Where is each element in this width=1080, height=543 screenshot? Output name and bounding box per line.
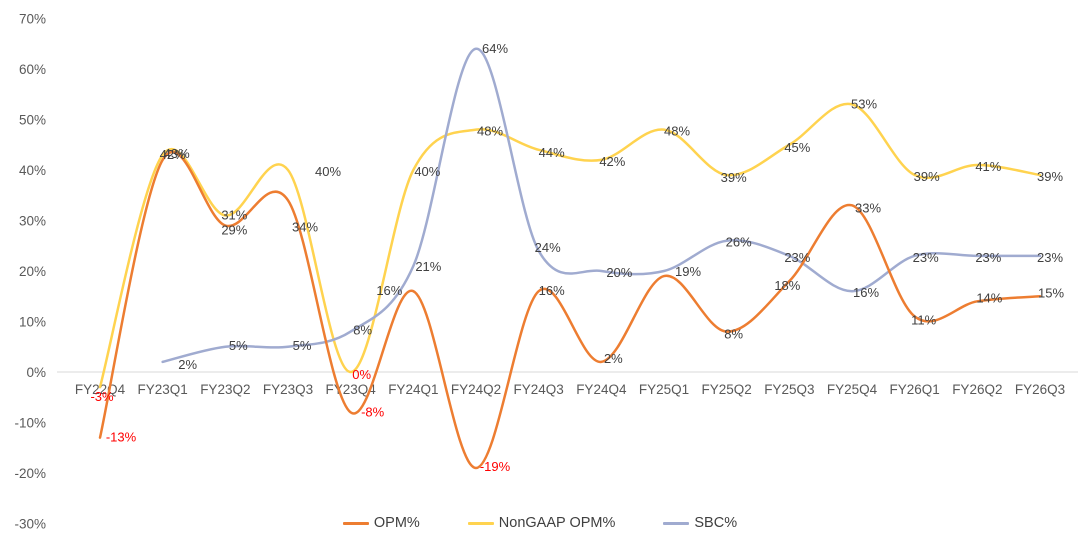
data-label: 20%	[606, 265, 632, 280]
data-label: 45%	[784, 140, 810, 155]
data-label: 2%	[604, 351, 623, 366]
data-label: 18%	[774, 278, 800, 293]
x-axis-tick-label: FY25Q2	[702, 382, 752, 397]
legend-item-sbc: SBC%	[663, 515, 737, 531]
y-axis-tick-label: 20%	[19, 264, 46, 279]
data-label: 42%	[599, 154, 625, 169]
x-axis-tick-label: FY24Q1	[388, 382, 438, 397]
data-label: 43%	[164, 146, 190, 161]
x-axis-tick-label: FY22Q4	[75, 382, 126, 397]
data-label: 0%	[352, 367, 371, 382]
data-label: 53%	[851, 96, 877, 111]
data-label: 8%	[353, 323, 372, 338]
legend-label: NonGAAP OPM%	[498, 515, 616, 531]
x-axis-tick-label: FY23Q2	[200, 382, 250, 397]
y-axis-tick-label: 40%	[19, 163, 46, 178]
y-axis-tick-label: 50%	[19, 113, 46, 128]
x-axis-tick-label: FY26Q1	[890, 382, 940, 397]
data-label: 8%	[724, 327, 743, 342]
data-label: 33%	[855, 200, 881, 215]
x-axis-tick-label: FY26Q2	[952, 382, 1002, 397]
data-label: 64%	[482, 41, 508, 56]
data-label: 23%	[913, 250, 939, 265]
chart-legend: OPM% NonGAAP OPM% SBC%	[0, 515, 1080, 531]
series-line-sbc	[161, 47, 1042, 364]
data-label: 39%	[721, 170, 747, 185]
data-label: 39%	[1037, 169, 1063, 184]
data-label: 39%	[914, 169, 940, 184]
data-label: 23%	[975, 250, 1001, 265]
x-axis-tick-label: FY25Q1	[639, 382, 689, 397]
data-label: 19%	[675, 264, 701, 279]
x-axis-tick-label: FY25Q4	[827, 382, 878, 397]
data-label: 2%	[178, 357, 197, 372]
y-axis-tick-label: -30%	[14, 517, 46, 532]
data-label: 24%	[535, 240, 561, 255]
legend-item-nongaap-opm: NonGAAP OPM%	[467, 515, 616, 531]
y-axis-tick-label: -10%	[14, 416, 46, 431]
data-label: 26%	[726, 235, 752, 250]
y-axis-tick-label: 10%	[19, 315, 46, 330]
legend-line-swatch	[663, 521, 690, 525]
data-label: 48%	[477, 124, 503, 139]
y-axis-tick-label: 60%	[19, 62, 46, 77]
y-axis-tick-label: 70%	[19, 12, 46, 27]
data-label: 15%	[1038, 285, 1064, 300]
data-label: 11%	[911, 312, 936, 327]
data-label: 21%	[415, 259, 441, 274]
data-label: 5%	[293, 338, 312, 353]
data-label: -13%	[106, 430, 137, 445]
data-label: 48%	[664, 124, 690, 139]
data-label: -3%	[90, 389, 114, 404]
x-axis-tick-label: FY26Q3	[1015, 382, 1065, 397]
x-axis-tick-label: FY24Q4	[576, 382, 627, 397]
series-line-opm	[98, 150, 1042, 470]
legend-item-opm: OPM%	[342, 515, 420, 531]
data-label: 23%	[784, 250, 810, 265]
legend-line-swatch	[342, 521, 369, 525]
data-label: -19%	[480, 459, 511, 474]
series-line-nongaap-opm	[98, 102, 1042, 389]
x-axis-tick-label: FY24Q2	[451, 382, 501, 397]
y-axis-tick-label: 30%	[19, 214, 46, 229]
x-axis-tick-label: FY23Q3	[263, 382, 313, 397]
data-label: 16%	[853, 285, 879, 300]
data-label: 34%	[292, 219, 318, 234]
data-label: 44%	[539, 145, 565, 160]
legend-line-swatch	[467, 521, 494, 525]
y-axis-tick-label: -20%	[14, 466, 46, 481]
data-label: 14%	[976, 290, 1002, 305]
data-label: 23%	[1037, 250, 1063, 265]
x-axis-tick-label: FY25Q3	[764, 382, 814, 397]
data-label: 5%	[229, 338, 248, 353]
data-label: 42%	[160, 147, 186, 162]
legend-label: OPM%	[373, 515, 420, 531]
y-axis-tick-label: 0%	[26, 365, 46, 380]
x-axis-tick-label: FY23Q1	[138, 382, 188, 397]
data-label: 16%	[376, 283, 402, 298]
data-label: 16%	[539, 283, 565, 298]
data-label: 40%	[315, 164, 341, 179]
data-label: 29%	[221, 223, 247, 238]
data-label: -8%	[361, 404, 385, 419]
data-label: 31%	[221, 207, 247, 222]
data-label: 41%	[975, 159, 1001, 174]
x-axis-tick-label: FY24Q3	[514, 382, 564, 397]
legend-label: SBC%	[694, 515, 738, 531]
data-label: 40%	[414, 164, 440, 179]
